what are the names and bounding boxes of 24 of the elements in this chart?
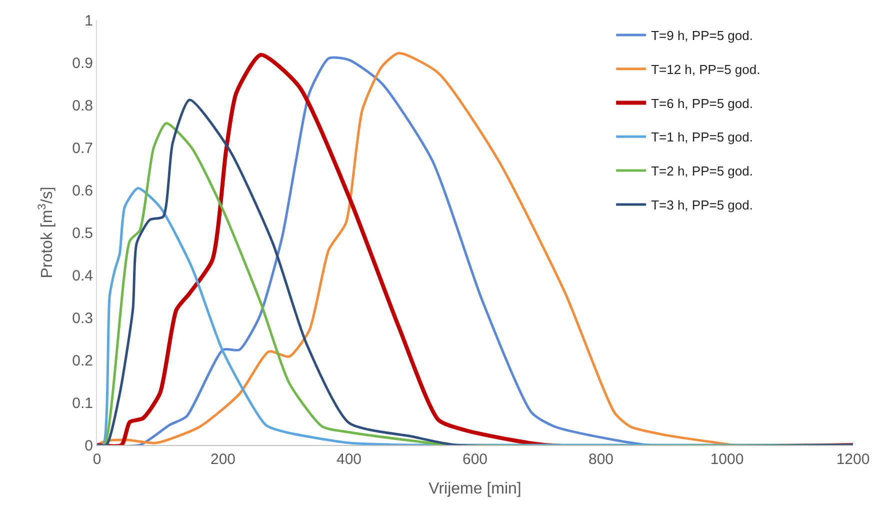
y-tick-label: 0.2 (72, 352, 93, 370)
legend-label: T=12 h, PP=5 god. (651, 62, 760, 77)
x-tick-label: 200 (210, 451, 236, 468)
legend-label: T=3 h, PP=5 god. (651, 198, 753, 213)
y-tick-label: 0.1 (72, 394, 93, 412)
y-tick-label: 0.7 (72, 140, 93, 157)
x-axis-title: Vrijeme [min] (428, 480, 522, 498)
y-tick-label: 0 (84, 437, 93, 454)
x-tick-label: 400 (336, 451, 362, 468)
y-tick-label: 0.3 (72, 310, 93, 327)
y-tick-label: 0.8 (72, 97, 93, 114)
x-tick-label: 1200 (836, 451, 870, 468)
legend-label: T=1 h, PP=5 god. (651, 130, 753, 145)
x-tick-label: 600 (462, 451, 488, 468)
y-tick-label: 1 (84, 12, 93, 30)
x-tick-label: 800 (588, 451, 614, 468)
y-tick-label: 0.5 (72, 224, 93, 242)
y-tick-label: 0.4 (72, 267, 93, 284)
y-tick-label: 0.6 (72, 182, 93, 200)
legend-label: T=9 h, PP=5 god. (651, 28, 753, 44)
legend-label: T=2 h, PP=5 god. (651, 164, 753, 179)
x-tick-label: 1000 (710, 451, 744, 468)
y-tick-label: 0.9 (72, 54, 93, 72)
legend-label: T=6 h, PP=5 god. (651, 96, 753, 111)
